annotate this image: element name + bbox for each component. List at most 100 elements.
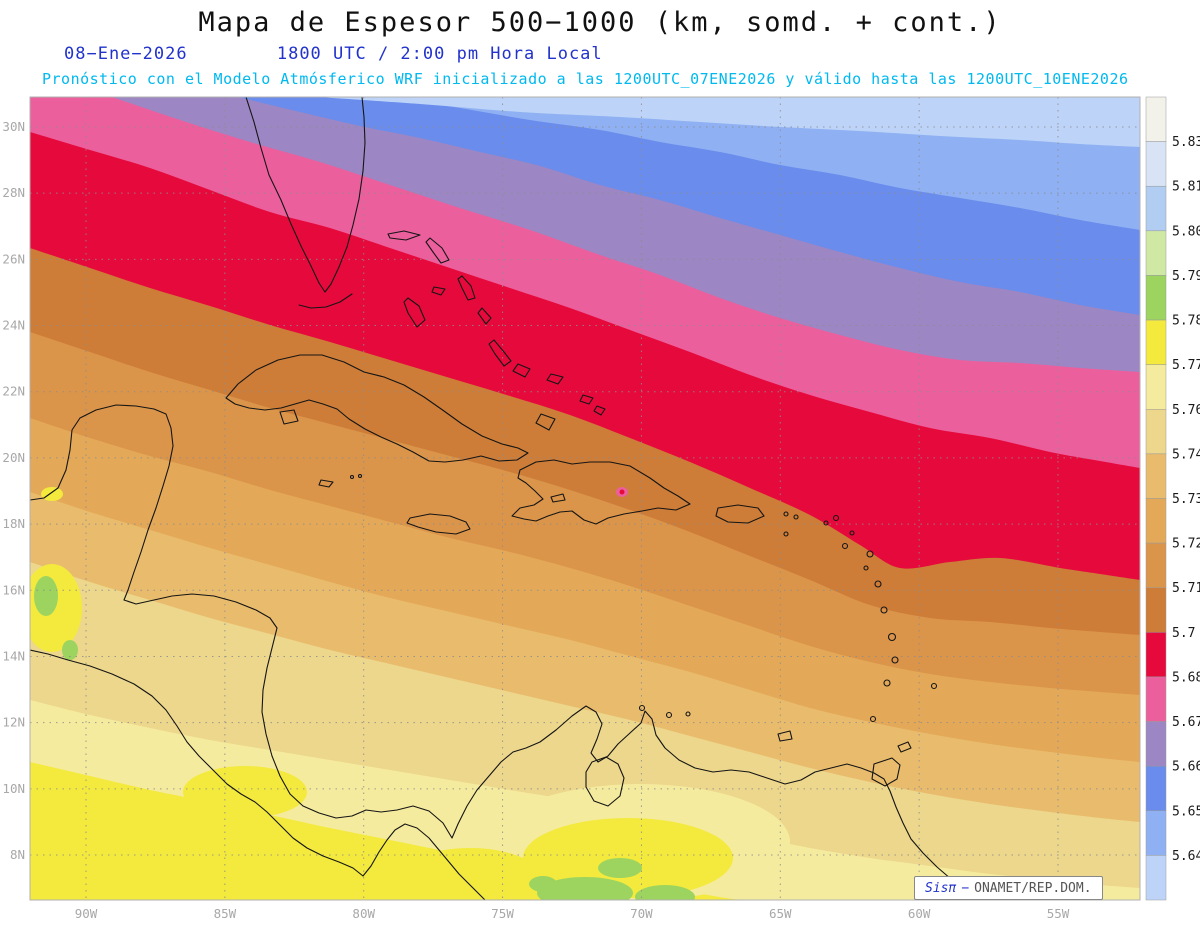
coastline-puerto-rico <box>715 504 765 524</box>
small-island <box>783 511 789 517</box>
contour-patch <box>529 876 557 892</box>
colorbar-cell <box>1145 230 1167 276</box>
colorbar-label: 5.807 <box>1172 224 1200 239</box>
coastline-margarita <box>777 730 793 742</box>
lat-tick-label: 14N <box>2 648 25 663</box>
lon-tick-label: 60W <box>908 906 931 921</box>
small-island <box>349 474 355 480</box>
colorbar-cell <box>1145 542 1167 588</box>
colorbar-cell <box>1145 319 1167 365</box>
colorbar: 5.831 5.819 5.807 5.795 5.783 5.772 5.76 5.748 5… <box>1145 96 1200 901</box>
watermark: Sisπ − ONAMET/REP.DOM. <box>914 876 1103 900</box>
colorbar-cell <box>1145 96 1167 142</box>
colorbar-label: 5.795 <box>1172 269 1200 284</box>
colorbar-label: 5.688 <box>1172 670 1200 685</box>
coastline-cuba <box>225 354 529 463</box>
colorbar-label: 5.64 <box>1172 849 1200 864</box>
lon-tick-label: 85W <box>214 906 237 921</box>
lat-tick-label: 12N <box>2 715 25 730</box>
contour-patch <box>598 858 642 878</box>
contour-patch <box>619 489 625 495</box>
valid-time: 1800 UTC / 2:00 pm Hora Local <box>276 44 603 64</box>
small-island <box>665 711 673 719</box>
small-island <box>883 679 891 687</box>
colorbar-label: 5.819 <box>1172 180 1200 195</box>
lat-tick-label: 24N <box>2 318 25 333</box>
colorbar-cell <box>1145 453 1167 499</box>
colorbar-cell <box>1145 676 1167 722</box>
colorbar-label: 5.736 <box>1172 492 1200 507</box>
lat-tick-label: 10N <box>2 781 25 796</box>
lon-tick-label: 55W <box>1047 906 1070 921</box>
coastline-grand-bahama <box>387 230 421 241</box>
contour-patch <box>34 576 58 616</box>
coastline-florida-keys <box>298 293 353 309</box>
lat-tick-label: 20N <box>2 450 25 465</box>
colorbar-label: 5.712 <box>1172 581 1200 596</box>
colorbar-cell <box>1145 587 1167 633</box>
small-island <box>869 715 877 723</box>
coastline-long-island-bahamas <box>488 339 512 367</box>
map-border <box>29 96 1141 901</box>
colorbar-label: 5.676 <box>1172 715 1200 730</box>
small-island <box>880 606 888 614</box>
colorbar-label: 5.748 <box>1172 447 1200 462</box>
lon-tick-label: 65W <box>769 906 792 921</box>
coastline-eleuthera <box>457 275 476 301</box>
coastlines <box>30 97 986 900</box>
small-island <box>638 704 646 712</box>
coastline-isla-juventud <box>279 409 299 425</box>
lat-tick-label: 26N <box>2 251 25 266</box>
colorbar-label: 5.76 <box>1172 403 1200 418</box>
lat-tick-label: 16N <box>2 582 25 597</box>
valid-date: 08−Ene−2026 <box>64 44 188 64</box>
watermark-separator: − <box>961 880 970 896</box>
coastline-hispaniola <box>511 459 691 525</box>
small-island <box>891 656 899 664</box>
coastline-great-inagua <box>535 413 556 431</box>
colorbar-label: 5.7 <box>1172 626 1195 641</box>
small-island <box>930 682 938 690</box>
colorbar-cell <box>1145 765 1167 812</box>
colorbar-cell <box>1145 364 1167 410</box>
colorbar-cell <box>1145 810 1167 856</box>
contour-patch <box>183 766 307 818</box>
coastline-pacific-coast <box>30 649 486 900</box>
coastline-lake-maracaibo <box>585 756 625 807</box>
coastline-florida <box>245 97 366 293</box>
lat-tick-label: 22N <box>2 384 25 399</box>
lon-tick-label: 75W <box>491 906 514 921</box>
small-island <box>357 473 363 479</box>
small-island <box>823 520 829 526</box>
page-title: Mapa de Espesor 500−1000 (km, somd. + co… <box>198 7 1002 38</box>
datetime-row: 08−Ene−2026 1800 UTC / 2:00 pm Hora Loca… <box>64 44 603 64</box>
watermark-org: ONAMET/REP.DOM. <box>974 880 1092 896</box>
lat-tick-label: 18N <box>2 516 25 531</box>
small-island <box>832 514 840 522</box>
model-note: Pronóstico con el Modelo Atmósferico WRF… <box>42 70 1129 88</box>
colorbar-cell <box>1145 185 1167 232</box>
lat-tick-label: 28N <box>2 185 25 200</box>
lon-tick-label: 70W <box>630 906 653 921</box>
coastline-cat-island <box>477 307 492 325</box>
coastline-caicos <box>579 394 594 405</box>
contour-band <box>318 97 1140 147</box>
coastline-tobago <box>897 741 912 753</box>
contour-patch <box>62 640 78 660</box>
colorbar-cell <box>1145 141 1167 187</box>
contour-patch <box>395 848 545 900</box>
coastline-crooked-island <box>512 363 531 378</box>
coastline-abaco <box>425 237 450 264</box>
small-island <box>841 542 849 550</box>
contour-patch <box>537 877 633 900</box>
colorbar-label: 5.772 <box>1172 358 1200 373</box>
colorbar-cell <box>1145 409 1167 455</box>
lon-tick-label: 80W <box>352 906 375 921</box>
lat-tick-label: 8N <box>10 847 25 862</box>
coastline-grand-cayman <box>318 479 334 488</box>
contour-patches <box>30 487 790 900</box>
watermark-brand: Sisπ <box>925 880 957 896</box>
small-island <box>866 550 874 558</box>
